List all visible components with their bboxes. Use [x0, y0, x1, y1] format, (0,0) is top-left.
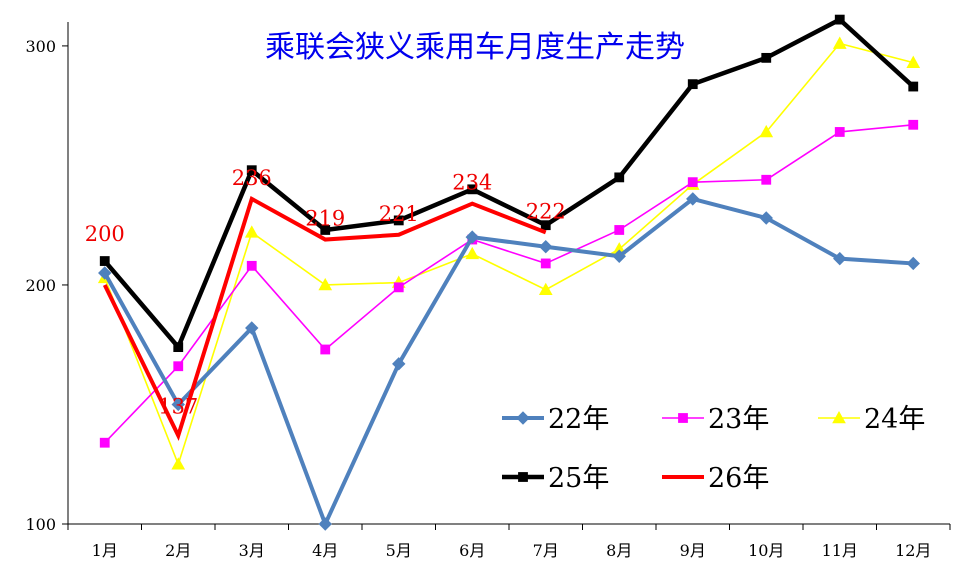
y-tick-label-100: 100: [25, 515, 56, 534]
data-label-26-7: 222: [526, 199, 566, 223]
legend-item-25: 25年: [502, 463, 609, 494]
legend-label-25: 25年: [548, 463, 609, 494]
data-label-26-2: 137: [158, 395, 198, 419]
point-25-4: [320, 225, 331, 235]
point-25-8: [614, 172, 625, 183]
point-25-12: [908, 81, 919, 92]
x-tick-label-3: 3月: [239, 541, 265, 560]
data-label-26-3: 236: [232, 166, 272, 190]
point-25-11: [834, 14, 845, 25]
point-25-7: [540, 220, 551, 231]
data-label-26-1: 200: [85, 222, 125, 246]
point-22-11: [833, 251, 847, 266]
legend-label-22: 22年: [548, 404, 609, 435]
legend-item-23: 23年: [662, 404, 769, 435]
axes: 100 200 300 1月 2月 3月 4月 5月 6月 7月 8月 9月 10月 11月 12月: [25, 22, 951, 560]
point-24-12: [906, 55, 921, 68]
legend-item-24: 24年: [818, 404, 925, 435]
legend-marker-24: [832, 410, 846, 424]
point-22-8: [612, 249, 626, 263]
series-22: [98, 192, 920, 531]
legend-marker-25: [518, 472, 528, 482]
point-25-6: [467, 184, 478, 195]
legend-label-23: 23年: [708, 404, 769, 435]
point-24-11: [832, 36, 847, 49]
series-line-24: [104, 42, 914, 467]
legend-item-22: 22年: [502, 404, 609, 435]
x-tick-label-11: 11月: [822, 541, 858, 560]
point-22-2: [171, 397, 185, 412]
point-23-8: [614, 225, 625, 235]
legend-label-26: 26年: [708, 463, 769, 494]
point-24-6: [465, 246, 480, 260]
point-22-12: [906, 256, 920, 271]
x-tick-label-12: 12月: [895, 541, 931, 560]
point-23-7: [540, 258, 551, 269]
data-label-26-5: 221: [379, 202, 419, 226]
y-tick-label-200: 200: [25, 276, 56, 295]
x-tick-label-4: 4月: [312, 541, 338, 560]
point-25-10: [761, 52, 772, 63]
point-23-9: [687, 177, 698, 188]
point-23-5: [393, 282, 404, 293]
x-tick-label-2: 2月: [165, 541, 191, 560]
point-24-2: [171, 457, 186, 470]
x-tick-label-6: 6月: [459, 541, 485, 560]
x-tick-label-5: 5月: [386, 541, 412, 560]
point-25-9: [687, 79, 698, 90]
point-22-6: [465, 230, 479, 244]
point-22-1: [98, 266, 112, 280]
legend-label-24: 24年: [864, 404, 925, 435]
series-line-23: [104, 123, 914, 444]
point-23-3: [246, 260, 257, 271]
point-23-4: [320, 344, 331, 355]
x-tick-label-1: 1月: [92, 541, 118, 560]
series-24: [97, 36, 921, 470]
x-tick-label-7: 7月: [533, 541, 559, 560]
point-23-11: [834, 127, 845, 137]
y-tick-label-300: 300: [25, 37, 56, 56]
point-23-2: [173, 361, 184, 372]
point-25-1: [99, 256, 110, 266]
legend: 22年 23年 24年 25年 26年: [502, 404, 925, 494]
x-tick-label-10: 10月: [748, 541, 784, 560]
series-line-22: [103, 196, 914, 530]
point-22-3: [245, 321, 259, 335]
series-25: [99, 14, 919, 353]
chart-title: 乘联会狭义乘用车月度生产走势: [265, 30, 685, 65]
point-22-7: [539, 239, 553, 254]
point-24-3: [244, 225, 259, 238]
point-22-5: [392, 357, 406, 371]
x-tick-label-9: 9月: [680, 541, 706, 560]
point-24-10: [759, 124, 774, 138]
point-22-4: [318, 517, 332, 531]
point-25-3: [246, 165, 257, 176]
point-23-12: [908, 119, 919, 130]
series-26: [102, 195, 547, 441]
point-24-7: [538, 282, 553, 296]
point-25-2: [173, 342, 184, 353]
x-tick-label-8: 8月: [606, 541, 632, 560]
point-24-4: [318, 277, 333, 291]
series-23: [99, 119, 919, 448]
data-labels: 200 137 236 219 221 234 222: [85, 166, 566, 419]
series-line-26: [102, 195, 547, 441]
data-label-26-4: 219: [305, 207, 345, 231]
data-label-26-6: 234: [452, 171, 492, 195]
point-22-9: [686, 192, 700, 206]
legend-marker-23: [678, 413, 688, 423]
legend-item-26: 26年: [662, 463, 769, 494]
legend-marker-22: [516, 411, 530, 425]
series-line-25: [103, 16, 915, 352]
series-layer: [97, 14, 921, 531]
point-25-5: [393, 215, 404, 226]
point-23-1: [99, 437, 110, 448]
point-23-10: [761, 174, 772, 185]
point-22-10: [759, 211, 773, 225]
